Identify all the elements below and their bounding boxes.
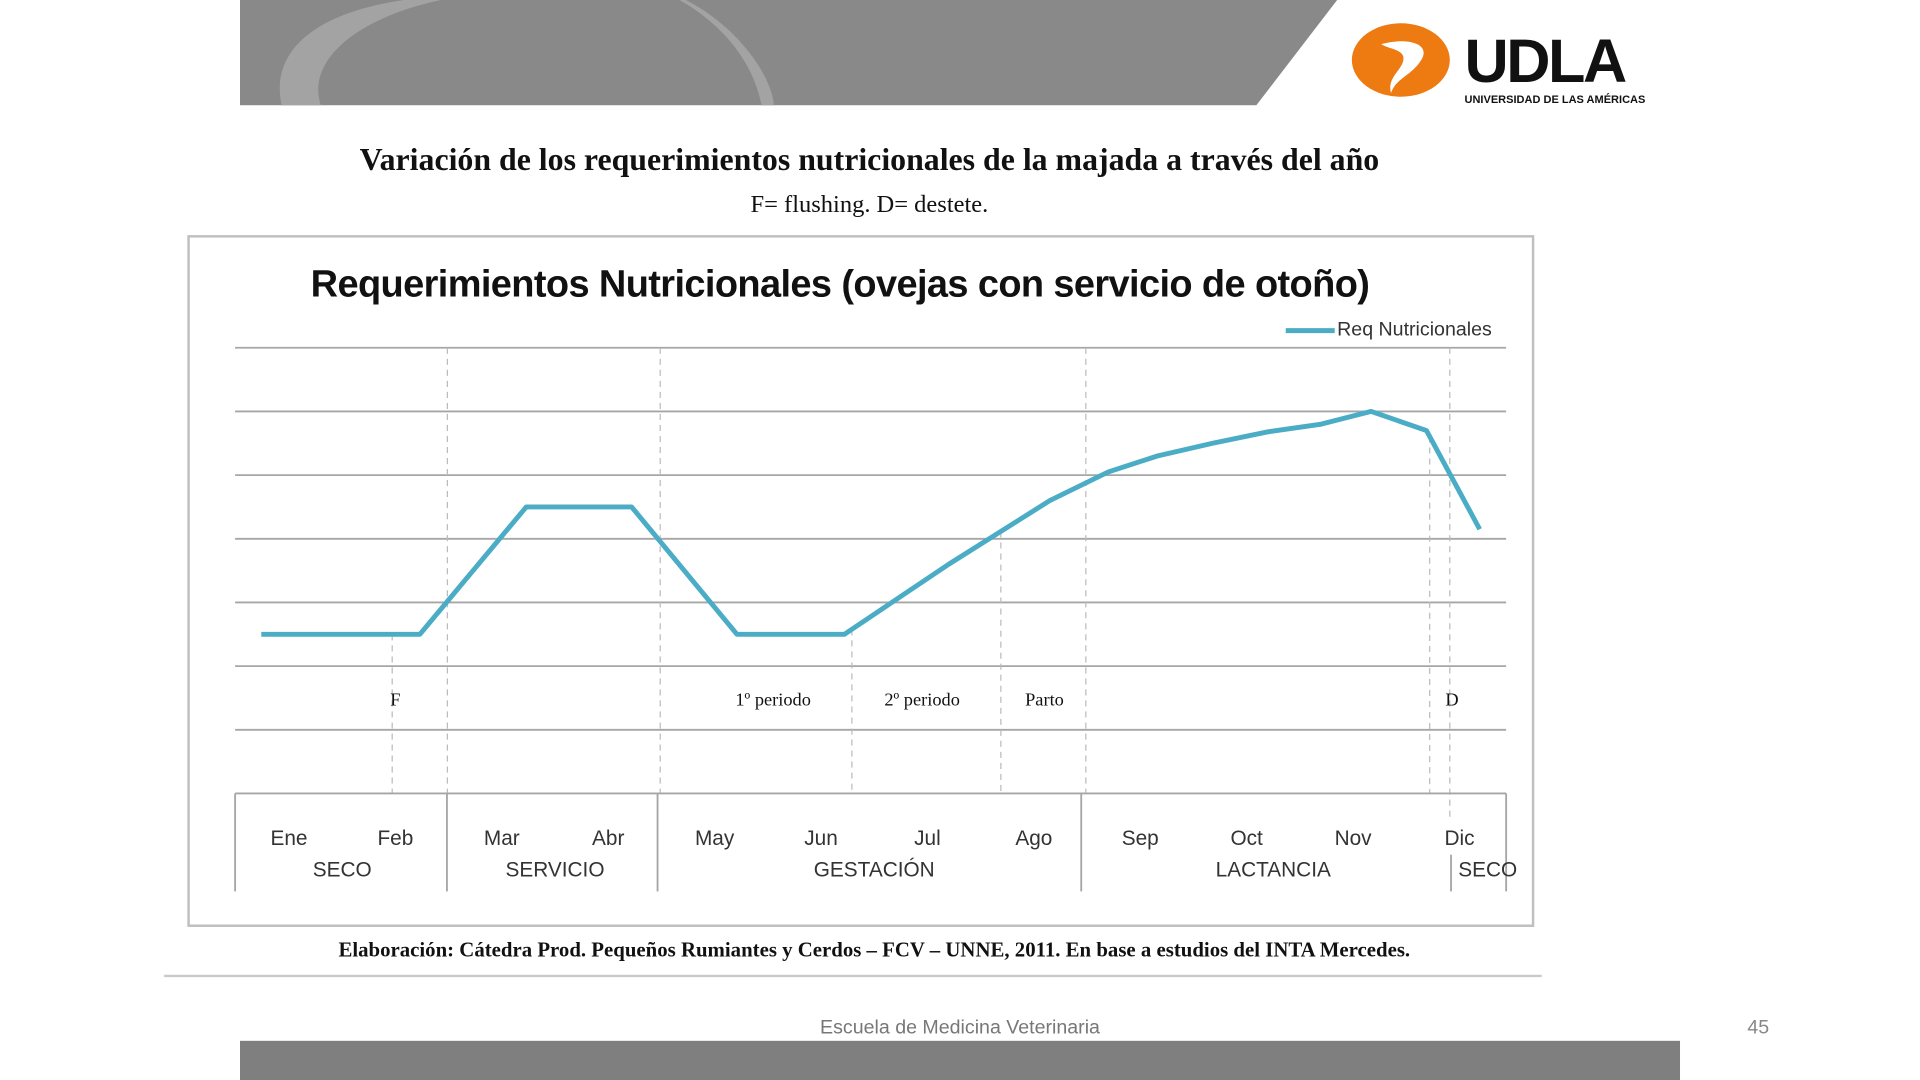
month-label: Jun <box>804 827 838 850</box>
footer-bar <box>240 1040 1681 1080</box>
stage-label: SECO <box>1458 859 1517 882</box>
slide-title: Variación de los requerimientos nutricio… <box>359 142 1380 178</box>
month-label: Oct <box>1230 827 1263 850</box>
event-label: Parto <box>1025 689 1064 709</box>
stage-label: SECO <box>313 859 372 882</box>
month-label: Dic <box>1444 827 1474 850</box>
legend-label: Req Nutricionales <box>1337 319 1492 341</box>
event-label: D <box>1445 689 1458 709</box>
source-note: Elaboración: Cátedra Prod. Pequeños Rumi… <box>338 937 1411 962</box>
chart-frame <box>187 235 1535 927</box>
event-label: F <box>390 689 400 709</box>
event-label: 2º periodo <box>884 689 960 709</box>
chart-title: Requerimientos Nutricionales (ovejas con… <box>310 262 1370 305</box>
logo-tagline: UNIVERSIDAD DE LAS AMÉRICAS <box>1464 93 1646 106</box>
header-bar <box>240 0 1338 106</box>
month-label: Ene <box>270 827 307 850</box>
slide-subtitle: F= flushing. D= destete. <box>750 191 989 218</box>
month-label: May <box>695 827 735 850</box>
udla-logo <box>1351 23 1450 97</box>
logo-text: UDLA <box>1464 26 1628 96</box>
stage-label: SERVICIO <box>505 859 604 882</box>
page-number: 45 <box>1747 1017 1770 1039</box>
series-line-req-nutricionales <box>261 408 1482 637</box>
event-label: 1º periodo <box>735 689 811 709</box>
month-label: Jul <box>914 827 941 850</box>
month-label: Feb <box>377 827 413 850</box>
footer-text: Escuela de Medicina Veterinaria <box>820 1017 1100 1039</box>
month-label: Mar <box>484 827 520 850</box>
chart-plot: F 1º periodo 2º periodo Parto D Ene Feb Mar Abr M… <box>234 328 1517 892</box>
month-label: Abr <box>592 827 624 850</box>
stage-label: LACTANCIA <box>1216 859 1331 882</box>
month-label: Sep <box>1122 827 1159 850</box>
stage-label: GESTACIÓN <box>814 859 935 882</box>
month-label: Nov <box>1335 827 1373 850</box>
month-label: Ago <box>1015 827 1052 850</box>
